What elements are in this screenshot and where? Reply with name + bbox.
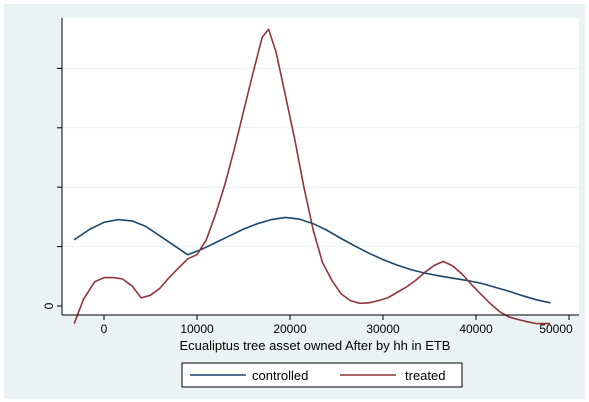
gridlines <box>62 67 579 248</box>
series-line-controlled <box>73 216 551 304</box>
x-tick-label: 10000 <box>180 322 214 336</box>
x-tick-label: 50000 <box>539 322 573 336</box>
y-tick-label: 0 <box>42 302 56 309</box>
plot-region <box>62 18 579 315</box>
y-ticks: 0 <box>42 67 62 309</box>
x-axis-label: Ecualiptus tree asset owned After by hh … <box>180 338 451 353</box>
x-tick-label: 0 <box>101 322 108 336</box>
legend-label-treated: treated <box>405 368 445 383</box>
legend-label-controlled: controlled <box>252 368 308 383</box>
x-tick-label: 40000 <box>459 322 493 336</box>
x-tick-label: 30000 <box>366 322 400 336</box>
x-tick-label: 20000 <box>273 322 307 336</box>
legend: controlled treated <box>181 362 463 388</box>
series-lines <box>73 28 551 325</box>
series-line-treated <box>73 28 551 325</box>
x-ticks: 0 10000 20000 30000 40000 50000 <box>101 315 573 336</box>
